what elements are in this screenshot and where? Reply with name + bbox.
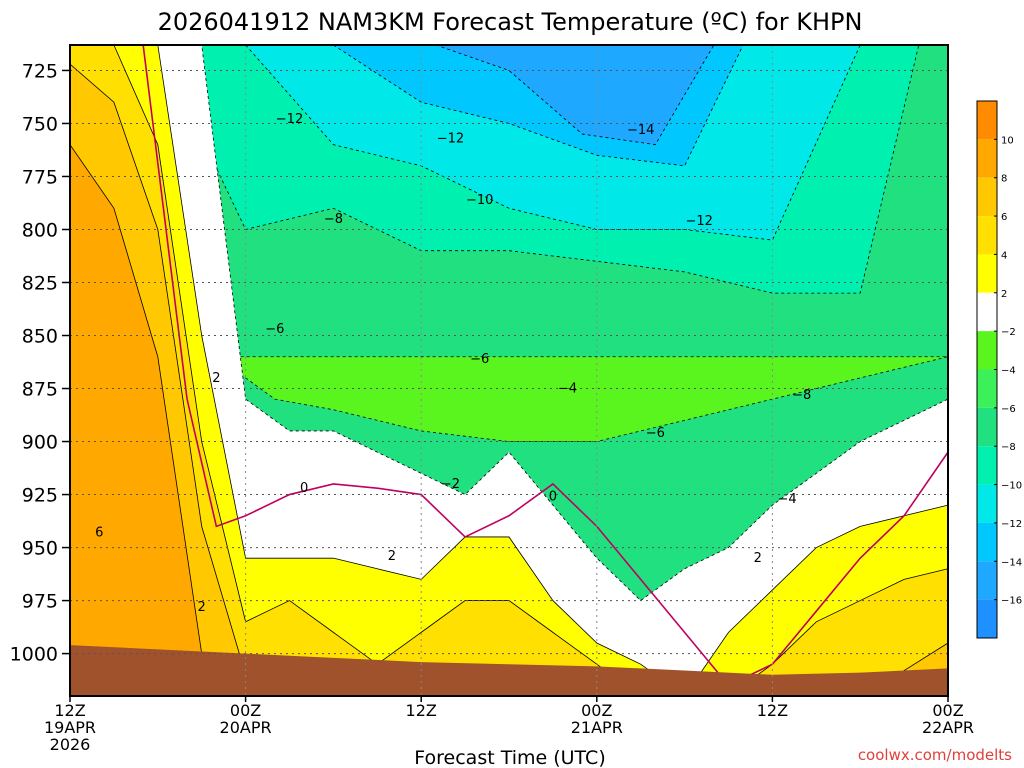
- colorbar-tick-label: 10: [1001, 135, 1014, 146]
- colorbar-swatch: [977, 331, 997, 370]
- y-tick-label: 975: [22, 591, 58, 613]
- x-tick-label: 00Z: [581, 701, 612, 720]
- credit-text[interactable]: coolwx.com/modelts: [858, 746, 1012, 764]
- y-tick-label: 1000: [10, 644, 58, 666]
- colorbar-swatch: [977, 101, 997, 140]
- colorbar-swatch: [977, 139, 997, 178]
- y-tick-label: 825: [22, 272, 58, 294]
- y-tick-label: 875: [22, 379, 58, 401]
- contour-labels: 6 2 2 0 2 −2 0 −6 −4 −6 −8 −12 −12 −10 −14 −12 −6 −8 −4 2: [95, 112, 811, 615]
- colorbar-tick-label: −12: [1001, 519, 1022, 530]
- colorbar-swatch: [977, 446, 997, 485]
- colorbar-tick-label: −6: [1001, 404, 1016, 415]
- contour-label: −10: [466, 193, 493, 208]
- colorbar-swatch: [977, 484, 997, 523]
- contour-label: 6: [95, 526, 103, 541]
- contour-label: −8: [324, 212, 343, 227]
- colorbar-swatch: [977, 177, 997, 217]
- y-tick-label: 925: [22, 485, 58, 507]
- colorbar-swatch: [977, 407, 997, 447]
- x-tick-label: 00Z: [932, 701, 963, 720]
- terrain: [70, 645, 948, 696]
- contour-label: 0: [549, 490, 557, 505]
- colorbar-tick-label: −4: [1001, 366, 1016, 377]
- colorbar-swatch: [977, 254, 997, 293]
- chart-title: 2026041912 NAM3KM Forecast Temperature (…: [158, 8, 863, 36]
- contour-label: −2: [441, 477, 460, 492]
- colorbar-tick-label: −2: [1001, 327, 1016, 338]
- contour-label: −4: [777, 492, 796, 507]
- contour-label: 0: [300, 481, 308, 496]
- colorbar: 10 8 6 4 2 −2 −4 −6 −8 −10 −12 −14 −16: [976, 100, 1022, 639]
- contour-label: −12: [686, 214, 713, 229]
- y-tick-label: 800: [22, 219, 58, 241]
- colorbar-tick-label: −8: [1001, 442, 1016, 453]
- x-tick-label: 19APR: [44, 718, 96, 737]
- colorbar-swatch: [977, 561, 997, 600]
- colorbar-tick-label: 6: [1001, 212, 1007, 223]
- colorbar-swatch: [977, 216, 997, 255]
- x-tick-label: 12Z: [54, 701, 85, 720]
- contour-label: 2: [212, 371, 220, 386]
- colorbar-swatch: [977, 522, 997, 562]
- contour-label: −4: [558, 382, 577, 397]
- colorbar-tick-label: 2: [1001, 289, 1007, 300]
- y-tick-label: 775: [22, 166, 58, 188]
- colorbar-tick-label: −16: [1001, 596, 1022, 607]
- contour-label: 2: [754, 551, 762, 566]
- y-tick-label: 725: [22, 60, 58, 82]
- contour-label: −6: [265, 322, 284, 337]
- x-tick-label: 20APR: [220, 718, 272, 737]
- x-axis-label: Forecast Time (UTC): [414, 747, 605, 768]
- contour-label: 2: [198, 600, 206, 615]
- colorbar-swatch: [977, 292, 997, 332]
- colorbar-swatch: [977, 599, 997, 638]
- contour-label: −6: [470, 352, 489, 367]
- y-axis-ticks: 725 750 775 800 825 850 875 900 925 950 975 1000: [10, 60, 70, 666]
- plot-area: [69, 44, 949, 697]
- y-tick-label: 900: [22, 432, 58, 454]
- y-tick-label: 750: [22, 113, 58, 135]
- colorbar-tick-label: −14: [1001, 557, 1022, 568]
- colorbar-swatch: [977, 369, 997, 408]
- zero-degree-line: [70, 44, 949, 687]
- colorbar-tick-label: −10: [1001, 481, 1022, 492]
- plot-frame: [69, 44, 949, 697]
- contour-label: −12: [437, 131, 464, 146]
- y-tick-label: 850: [22, 326, 58, 348]
- contour-label: −8: [792, 388, 811, 403]
- contour-label: −6: [646, 426, 665, 441]
- contour-label: −12: [276, 112, 303, 127]
- x-tick-label: 12Z: [757, 701, 788, 720]
- contour-label: −14: [627, 123, 654, 138]
- colorbar-tick-label: 8: [1001, 174, 1007, 185]
- colorbar-tick-label: 4: [1001, 250, 1007, 261]
- contour-label: 2: [388, 549, 396, 564]
- x-tick-label: 00Z: [230, 701, 261, 720]
- plot-border: [69, 44, 949, 697]
- x-tick-label: 22APR: [922, 718, 974, 737]
- x-tick-label: 2026: [50, 735, 91, 754]
- x-tick-label: 12Z: [406, 701, 437, 720]
- x-tick-label: 21APR: [571, 718, 623, 737]
- y-tick-label: 950: [22, 538, 58, 560]
